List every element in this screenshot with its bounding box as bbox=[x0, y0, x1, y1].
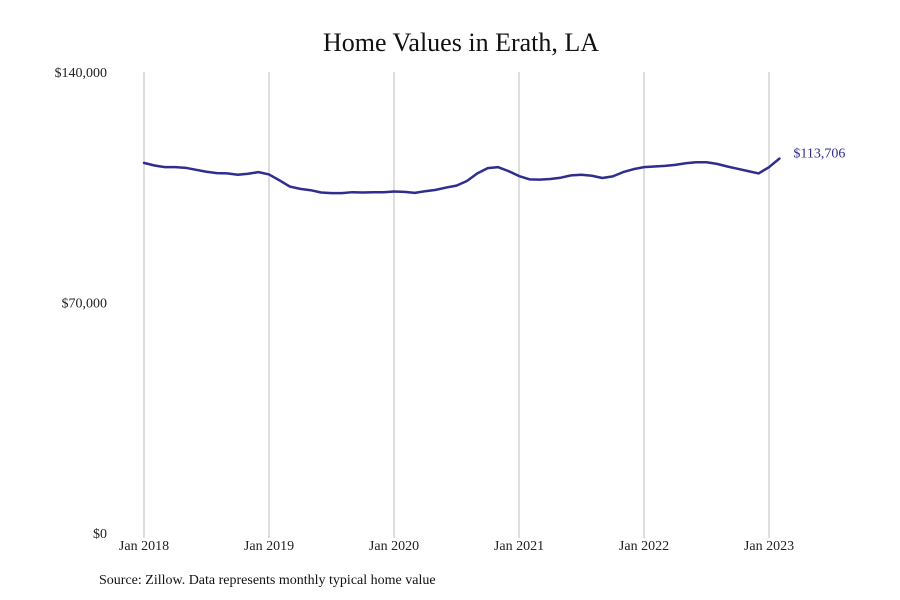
y-tick-label: $70,000 bbox=[62, 297, 108, 312]
x-tick-label: Jan 2020 bbox=[369, 539, 419, 554]
y-tick-label: $0 bbox=[93, 527, 107, 542]
chart-title: Home Values in Erath, LA bbox=[322, 28, 600, 57]
series-line bbox=[142, 157, 781, 195]
x-tick-label: Jan 2023 bbox=[744, 539, 794, 554]
x-tick-label: Jan 2018 bbox=[119, 539, 169, 554]
source-note: Source: Zillow. Data represents monthly … bbox=[99, 573, 436, 588]
gridlines bbox=[143, 72, 770, 538]
series-layer bbox=[142, 157, 781, 195]
y-axis-ticks: $0 $70,000 $140,000 bbox=[55, 66, 108, 542]
x-tick-label: Jan 2019 bbox=[244, 539, 294, 554]
y-tick-label: $140,000 bbox=[55, 66, 108, 81]
x-tick-label: Jan 2022 bbox=[619, 539, 669, 554]
x-axis-ticks: Jan 2018 Jan 2019 Jan 2020 Jan 2021 Jan 2022… bbox=[119, 539, 794, 554]
end-value-label: $113,706 bbox=[793, 147, 845, 162]
x-tick-label: Jan 2021 bbox=[494, 539, 544, 554]
